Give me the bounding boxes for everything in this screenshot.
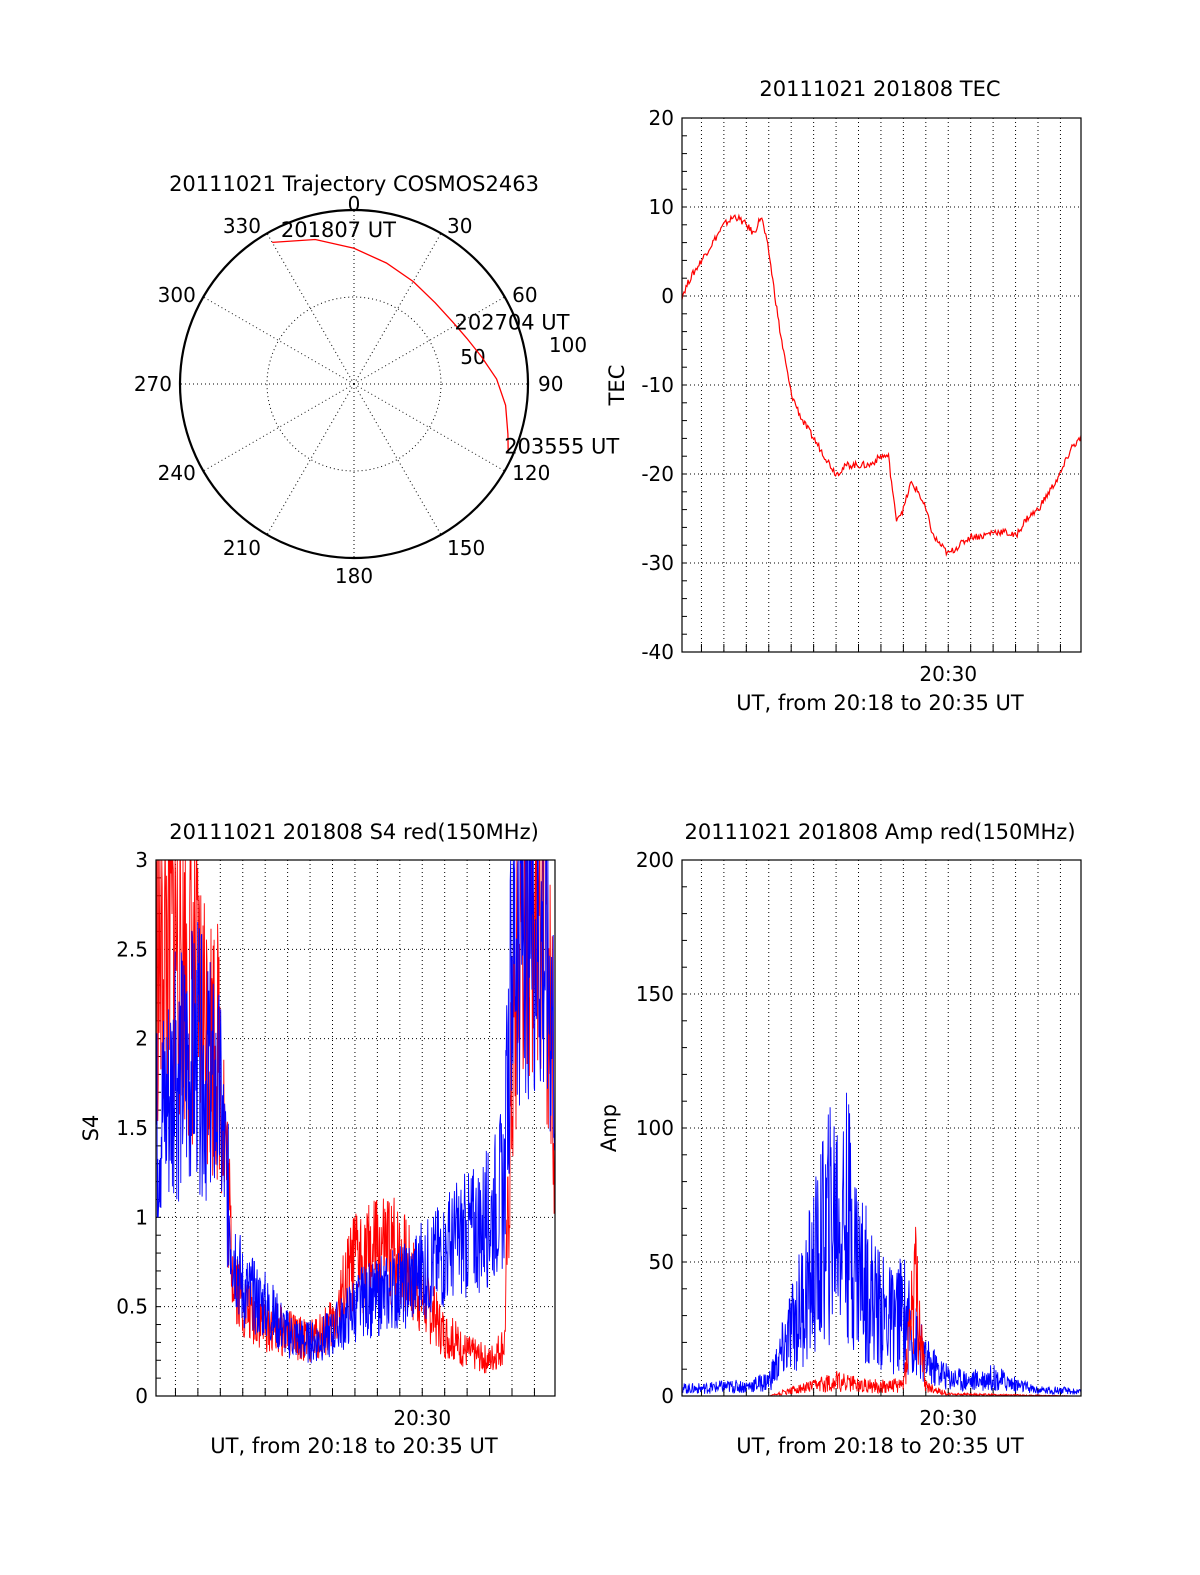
polar-angle-label: 300 <box>158 283 196 307</box>
s4-x-tick-labels: 20:30 <box>393 1406 451 1430</box>
polar-spoke-60 <box>353 296 505 385</box>
amp-series-line-0 <box>681 1092 1082 1396</box>
polar-outer-circle <box>178 208 530 560</box>
polar-spoke-330 <box>266 233 355 385</box>
tec-title: 20111021 201808 TEC <box>759 77 1000 101</box>
tec-panel: 20111021 201808 TEC -40 -30 -20 -10 0 10 20 20… <box>605 77 1082 715</box>
tec-y-tick-label: 0 <box>661 284 674 308</box>
s4-y-tick-labels: 0 0.5 1 1.5 2 2.5 3 <box>116 848 148 1408</box>
amp-y-tick-labels: 0 50 100 150 200 <box>636 848 674 1408</box>
polar-angle-label: 330 <box>223 214 261 238</box>
amp-y-axis-label: Amp <box>597 1104 621 1152</box>
polar-time-annotation: 201807 UT <box>281 218 396 242</box>
polar-spoke-300 <box>203 296 355 385</box>
amp-panel: 20111021 201808 Amp red(150MHz) 0 50 100 15… <box>597 820 1082 1458</box>
s4-y-tick-label: 2.5 <box>116 937 148 961</box>
amp-x-tick-label: 20:30 <box>919 1406 977 1430</box>
amp-grid <box>682 859 1081 1397</box>
polar-spoke-210 <box>266 383 355 535</box>
amp-title: 20111021 201808 Amp red(150MHz) <box>684 820 1075 844</box>
polar-angle-label: 30 <box>447 214 472 238</box>
polar-angle-label: 210 <box>223 536 261 560</box>
polar-time-annotation: 203555 UT <box>504 435 619 459</box>
s4-y-tick-label: 0.5 <box>116 1295 148 1319</box>
s4-panel: 20111021 201808 S4 red(150MHz) 0 0.5 1 1.5 2… <box>79 820 556 1458</box>
s4-y-axis-label: S4 <box>79 1115 103 1142</box>
tec-y-tick-labels: -40 -30 -20 -10 0 10 20 <box>641 106 674 664</box>
s4-series <box>155 859 556 1374</box>
tec-grid <box>682 117 1081 653</box>
s4-grid <box>156 859 555 1397</box>
polar-angle-label: 90 <box>538 372 563 396</box>
amp-series <box>681 1092 1082 1397</box>
tec-y-tick-label: -10 <box>641 373 674 397</box>
s4-y-tick-label: 1 <box>135 1205 148 1229</box>
polar-radius-labels: 50 100 <box>460 333 587 369</box>
polar-angle-label: 150 <box>447 536 485 560</box>
tec-series-line-0 <box>681 213 1082 557</box>
polar-grid <box>180 210 528 558</box>
polar-angle-label: 0 <box>348 192 361 216</box>
tec-x-tick-label: 20:30 <box>919 662 977 686</box>
amp-y-tick-label: 150 <box>636 982 674 1006</box>
polar-angle-label: 60 <box>512 283 537 307</box>
polar-trajectory-panel: 20111021 Trajectory COSMOS2463 0 30 60 90 12… <box>134 172 620 588</box>
s4-x-tick-label: 20:30 <box>393 1406 451 1430</box>
polar-spoke-240 <box>203 383 355 472</box>
polar-series <box>272 238 509 453</box>
s4-y-tick-label: 0 <box>135 1384 148 1408</box>
tec-y-tick-label: -30 <box>641 551 674 575</box>
amp-x-axis-label: UT, from 20:18 to 20:35 UT <box>736 1434 1024 1458</box>
polar-angle-labels: 0 30 60 90 120 150 180 210 240 270 300 330 <box>134 192 564 588</box>
s4-x-axis-label: UT, from 20:18 to 20:35 UT <box>210 1434 498 1458</box>
polar-spoke-150 <box>353 383 442 535</box>
s4-title: 20111021 201808 S4 red(150MHz) <box>169 820 539 844</box>
tec-y-tick-label: -40 <box>641 640 674 664</box>
tec-x-tick-labels: 20:30 <box>919 662 977 686</box>
tec-y-tick-label: 20 <box>649 106 674 130</box>
amp-x-tick-labels: 20:30 <box>919 1406 977 1430</box>
tec-series <box>681 213 1082 557</box>
polar-annotations: 201807 UT 202704 UT 203555 UT <box>281 218 620 459</box>
s4-y-tick-label: 1.5 <box>116 1116 148 1140</box>
amp-y-tick-label: 50 <box>649 1250 674 1274</box>
s4-plot-frame <box>155 859 556 1397</box>
polar-title: 20111021 Trajectory COSMOS2463 <box>169 172 539 196</box>
polar-trajectory-line-0 <box>272 238 509 453</box>
s4-series-line-1 <box>155 859 556 1364</box>
polar-angle-label: 240 <box>158 461 196 485</box>
amp-y-tick-label: 200 <box>636 848 674 872</box>
polar-ring-50 <box>266 296 442 472</box>
polar-angle-label: 180 <box>335 564 373 588</box>
s4-y-tick-label: 3 <box>135 848 148 872</box>
amp-y-tick-label: 0 <box>661 1384 674 1408</box>
polar-time-annotation: 202704 UT <box>454 310 569 334</box>
tec-plot-frame <box>681 117 1082 653</box>
amp-y-tick-label: 100 <box>636 1116 674 1140</box>
tec-y-tick-label: -20 <box>641 462 674 486</box>
s4-y-tick-label: 2 <box>135 1027 148 1051</box>
polar-angle-label: 270 <box>134 372 172 396</box>
tec-y-tick-label: 10 <box>649 195 674 219</box>
polar-spoke-120 <box>353 383 505 472</box>
polar-radius-label: 100 <box>549 333 587 357</box>
amp-plot-frame <box>681 859 1082 1397</box>
polar-spoke-30 <box>353 233 442 385</box>
tec-x-axis-label: UT, from 20:18 to 20:35 UT <box>736 691 1024 715</box>
tec-y-axis-label: TEC <box>605 365 629 407</box>
polar-angle-label: 120 <box>512 461 550 485</box>
